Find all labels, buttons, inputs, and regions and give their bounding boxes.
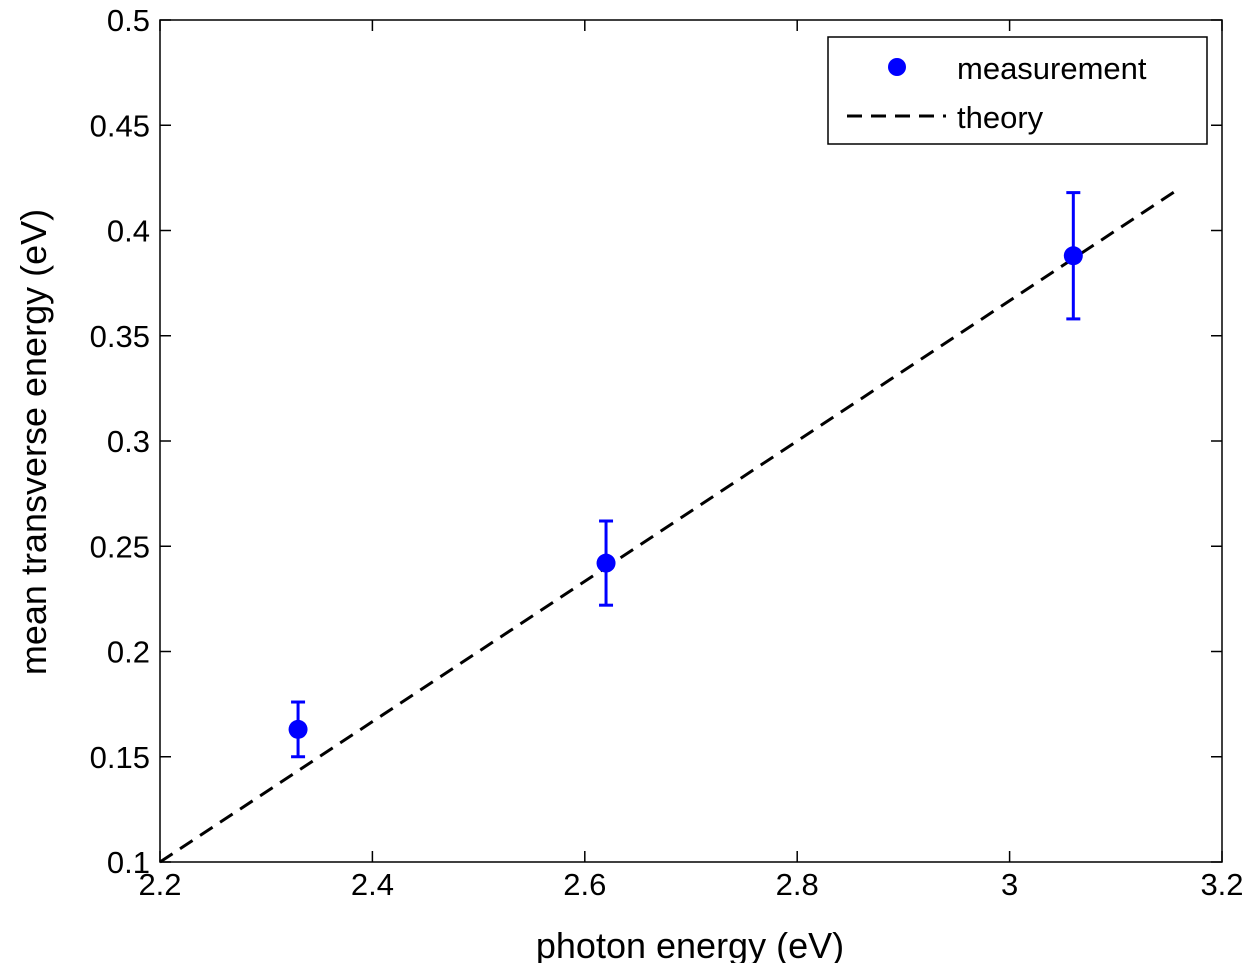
legend: measurement theory [827,36,1208,145]
x-tick-label: 2.8 [776,867,819,902]
legend-measurement-label: measurement [957,51,1147,86]
x-tick-label: 3 [1001,867,1018,902]
y-tick-label: 0.2 [107,635,150,670]
theory-line [159,187,1181,864]
measurement-point [596,553,616,573]
legend-box [827,36,1208,145]
y-tick-label: 0.25 [90,529,150,564]
x-tick-label: 2.2 [138,867,181,902]
plot-frame [159,19,1223,863]
measurement-point [288,719,308,739]
y-tick-label: 0.45 [90,108,150,143]
legend-measurement-marker [888,58,906,76]
measurement-point [1063,246,1083,266]
y-tick-label: 0.1 [107,845,150,880]
x-tick-label: 2.4 [351,867,394,902]
data-layer [159,187,1181,864]
y-tick-label: 0.15 [90,740,150,775]
x-axis-title: photon energy (eV) [536,925,844,963]
y-tick-label: 0.4 [107,214,150,249]
y-axis-title: mean transverse energy (eV) [13,209,54,675]
x-tick-label: 3.2 [1200,867,1243,902]
y-tick-label: 0.35 [90,319,150,354]
legend-theory-label: theory [957,100,1044,135]
y-tick-label: 0.5 [107,3,150,38]
x-tick-label: 2.6 [563,867,606,902]
ticks-layer: 2.2 2.4 2.6 2.8 3 3.2 0.1 0.15 0.2 0.25 0.3 0.35 0.4… [90,3,1244,902]
y-tick-label: 0.3 [107,424,150,459]
